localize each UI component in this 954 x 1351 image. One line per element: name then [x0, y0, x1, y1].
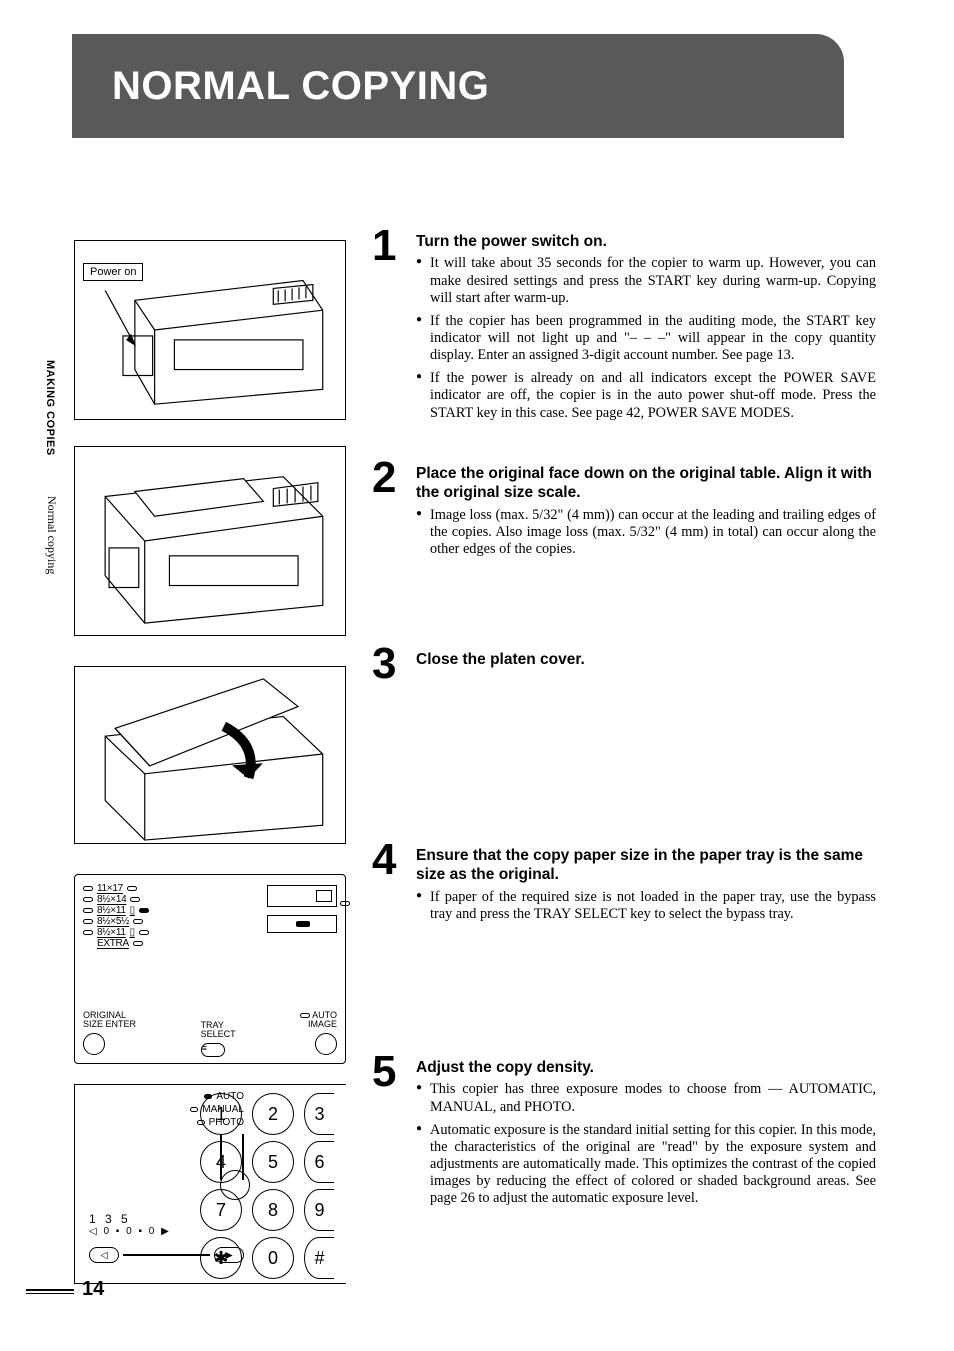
step-body: Adjust the copy density. This copier has … — [416, 1058, 876, 1213]
copier-sketch-3 — [75, 667, 345, 843]
size-row-0: 11×17 — [97, 883, 123, 894]
step-bullets: It will take about 35 seconds for the co… — [416, 255, 876, 421]
step-bullets: If paper of the required size is not loa… — [416, 889, 876, 923]
step-bullet: It will take about 35 seconds for the co… — [416, 255, 876, 306]
key-0: 0 — [252, 1237, 294, 1279]
diagram-power-on: Power on — [74, 240, 346, 420]
page-title: NORMAL COPYING — [112, 64, 489, 109]
size-row-4: 8½×11 — [97, 927, 126, 938]
diagram-density-keypad: AUTO MANUAL PHOTO 1 3 5 ◁ 0 ▪ 0 ▪ 0 ▶ ◁ … — [74, 1084, 346, 1284]
step-number: 2 — [372, 458, 402, 498]
copier-sketch-2 — [75, 447, 345, 635]
size-row-1: 8½×14 — [97, 894, 126, 905]
key-1: 1 — [200, 1093, 242, 1135]
step-number: 3 — [372, 644, 402, 684]
step-number: 5 — [372, 1052, 402, 1092]
step-bullet: This copier has three exposure modes to … — [416, 1081, 876, 1115]
step-bullet: Image loss (max. 5/32" (4 mm)) can occur… — [416, 507, 876, 558]
step-title: Ensure that the copy paper size in the p… — [416, 846, 876, 885]
step-body: Turn the power switch on. It will take ab… — [416, 232, 876, 428]
numeric-keypad: 1 2 3 4 5 6 7 8 9 ✱ 0 # — [200, 1093, 346, 1279]
sidebar-page-title: Normal copying — [44, 496, 59, 574]
step-bullet: If the power is already on and all indic… — [416, 370, 876, 421]
step-bullet: Automatic exposure is the standard initi… — [416, 1122, 876, 1208]
power-on-label: Power on — [83, 263, 143, 281]
key-6: 6 — [304, 1141, 334, 1183]
key-hash: # — [304, 1237, 334, 1279]
diagram-column: Power on — [74, 240, 346, 1300]
page-number: 14 — [82, 1278, 104, 1301]
key-7: 7 — [200, 1189, 242, 1231]
key-2: 2 — [252, 1093, 294, 1135]
step-2: 2Place the original face down on the ori… — [372, 464, 876, 564]
step-body: Close the platen cover. — [416, 650, 876, 673]
key-star: ✱ — [200, 1237, 242, 1279]
diagram-paper-size-panel: 11×17 8½×14 8½×11▯ 8½×5½ 8½×11▯ EXTRA — [74, 874, 346, 1064]
page-header: NORMAL COPYING — [72, 34, 844, 138]
step-body: Ensure that the copy paper size in the p… — [416, 846, 876, 929]
step-number: 4 — [372, 840, 402, 880]
step-number: 1 — [372, 226, 402, 266]
step-title: Turn the power switch on. — [416, 232, 876, 251]
original-size-enter: ORIGINAL SIZE ENTER — [83, 1011, 136, 1057]
step-5: 5Adjust the copy density.This copier has… — [372, 1058, 876, 1213]
key-4: 4 — [200, 1141, 242, 1183]
diagram-close-cover — [74, 666, 346, 844]
tray-select: TRAY SELECT ≡ — [201, 1021, 236, 1057]
step-bullet: If paper of the required size is not loa… — [416, 889, 876, 923]
size-row-3: 8½×5½ — [97, 916, 129, 927]
step-bullets: Image loss (max. 5/32" (4 mm)) can occur… — [416, 507, 876, 558]
step-bullets: This copier has three exposure modes to … — [416, 1081, 876, 1207]
step-title: Place the original face down on the orig… — [416, 464, 876, 503]
diagram-place-original — [74, 446, 346, 636]
sidebar-section: MAKING COPIES — [44, 360, 56, 456]
auto-image: AUTO IMAGE — [300, 1011, 337, 1057]
key-5: 5 — [252, 1141, 294, 1183]
sidebar: MAKING COPIES Normal copying — [44, 360, 64, 574]
step-title: Adjust the copy density. — [416, 1058, 876, 1077]
paper-size-list: 11×17 8½×14 8½×11▯ 8½×5½ 8½×11▯ EXTRA — [83, 883, 193, 949]
key-8: 8 — [252, 1189, 294, 1231]
step-title: Close the platen cover. — [416, 650, 876, 669]
step-bullet: If the copier has been programmed in the… — [416, 313, 876, 364]
step-4: 4Ensure that the copy paper size in the … — [372, 846, 876, 929]
step-body: Place the original face down on the orig… — [416, 464, 876, 564]
size-row-2: 8½×11 — [97, 905, 126, 916]
key-3: 3 — [304, 1093, 334, 1135]
step-1: 1Turn the power switch on.It will take a… — [372, 232, 876, 428]
key-9: 9 — [304, 1189, 334, 1231]
step-3: 3Close the platen cover. — [372, 650, 876, 684]
size-row-5: EXTRA — [97, 938, 129, 949]
page-bar-icon — [26, 1289, 74, 1292]
